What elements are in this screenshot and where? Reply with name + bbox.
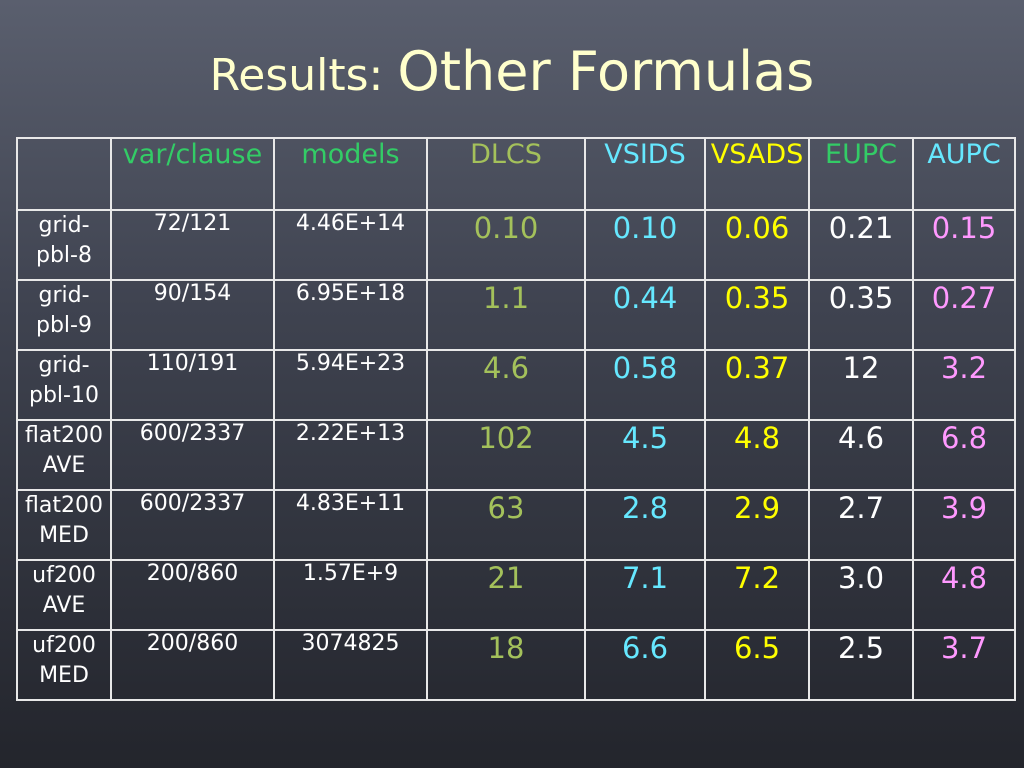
- var-clause-cell: 600/2337: [110, 489, 275, 561]
- results-table: var/clause models DLCS VSIDS VSADS EUPC …: [16, 137, 1016, 701]
- vsads-cell: 0.35: [704, 279, 810, 351]
- vsids-cell: 7.1: [584, 559, 706, 631]
- eupc-cell: 0.35: [808, 279, 914, 351]
- models-cell: 1.57E+9: [273, 559, 428, 631]
- models-cell: 4.46E+14: [273, 209, 428, 281]
- eupc-cell: 2.7: [808, 489, 914, 561]
- table-row: uf200 MED 200/860 3074825 18 6.6 6.5 2.5 3.7: [16, 629, 1016, 701]
- header-dlcs: DLCS: [426, 137, 586, 211]
- vsids-cell: 0.10: [584, 209, 706, 281]
- table-row: grid-pbl-8 72/121 4.46E+14 0.10 0.10 0.06 0.21…: [16, 209, 1016, 281]
- instance-name-line2: pbl-9: [36, 313, 92, 338]
- table-row: uf200 AVE 200/860 1.57E+9 21 7.1 7.2 3.0 4.8: [16, 559, 1016, 631]
- instance-name-cell: grid-pbl-8: [16, 209, 112, 281]
- table-row: flat200 AVE 600/2337 2.22E+13 102 4.5 4.8 4.6 6.…: [16, 419, 1016, 491]
- header-var-clause: var/clause: [110, 137, 275, 211]
- header-eupc-text: EUPC: [825, 139, 897, 170]
- vsads-cell: 0.06: [704, 209, 810, 281]
- models-cell: 6.95E+18: [273, 279, 428, 351]
- header-vsads-text: VSADS: [710, 139, 804, 170]
- aupc-cell: 3.2: [912, 349, 1016, 421]
- instance-name-line2: MED: [39, 523, 89, 548]
- header-vsids-text: VSIDS: [604, 139, 686, 170]
- instance-name-line1: grid-: [38, 213, 90, 238]
- var-clause-cell: 200/860: [110, 629, 275, 701]
- dlcs-cell: 63: [426, 489, 586, 561]
- eupc-cell: 4.6: [808, 419, 914, 491]
- header-aupc-text: AUPC: [927, 139, 1001, 170]
- table-row: grid-pbl-9 90/154 6.95E+18 1.1 0.44 0.35 0.35 0…: [16, 279, 1016, 351]
- eupc-cell: 0.21: [808, 209, 914, 281]
- instance-name-cell: grid-pbl-9: [16, 279, 112, 351]
- aupc-cell: 3.7: [912, 629, 1016, 701]
- instance-name-cell: uf200 MED: [16, 629, 112, 701]
- header-eupc: EUPC: [808, 137, 914, 211]
- header-models: models: [273, 137, 428, 211]
- vsads-cell: 7.2: [704, 559, 810, 631]
- instance-name-cell: flat200 MED: [16, 489, 112, 561]
- vsads-cell: 0.37: [704, 349, 810, 421]
- instance-name-line2: pbl-10: [29, 383, 99, 408]
- aupc-cell: 0.27: [912, 279, 1016, 351]
- header-dlcs-text: DLCS: [470, 139, 542, 170]
- aupc-cell: 3.9: [912, 489, 1016, 561]
- instance-name-line2: AVE: [42, 453, 86, 478]
- instance-name-cell: uf200 AVE: [16, 559, 112, 631]
- title-main: Other Formulas: [397, 40, 815, 103]
- vsids-cell: 4.5: [584, 419, 706, 491]
- header-row: var/clause models DLCS VSIDS VSADS EUPC …: [16, 137, 1016, 211]
- eupc-cell: 12: [808, 349, 914, 421]
- eupc-cell: 2.5: [808, 629, 914, 701]
- instance-name-cell: flat200 AVE: [16, 419, 112, 491]
- models-cell: 3074825: [273, 629, 428, 701]
- dlcs-cell: 102: [426, 419, 586, 491]
- models-cell: 2.22E+13: [273, 419, 428, 491]
- header-empty: [16, 137, 112, 211]
- vsids-cell: 0.44: [584, 279, 706, 351]
- var-clause-cell: 110/191: [110, 349, 275, 421]
- instance-name-line1: uf200: [32, 633, 96, 658]
- table-row: grid-pbl-10 110/191 5.94E+23 4.6 0.58 0.37 12 3…: [16, 349, 1016, 421]
- vsads-cell: 4.8: [704, 419, 810, 491]
- vsads-cell: 2.9: [704, 489, 810, 561]
- dlcs-cell: 0.10: [426, 209, 586, 281]
- instance-name-line1: flat200: [25, 493, 103, 518]
- models-cell: 4.83E+11: [273, 489, 428, 561]
- eupc-cell: 3.0: [808, 559, 914, 631]
- slide-title: Results: Other Formulas: [0, 40, 1024, 103]
- instance-name-line1: grid-: [38, 283, 90, 308]
- aupc-cell: 0.15: [912, 209, 1016, 281]
- dlcs-cell: 21: [426, 559, 586, 631]
- dlcs-cell: 4.6: [426, 349, 586, 421]
- models-cell: 5.94E+23: [273, 349, 428, 421]
- header-models-text: models: [301, 139, 400, 170]
- instance-name-cell: grid-pbl-10: [16, 349, 112, 421]
- title-prefix: Results:: [209, 50, 398, 101]
- header-aupc: AUPC: [912, 137, 1016, 211]
- var-clause-cell: 200/860: [110, 559, 275, 631]
- table-row: flat200 MED 600/2337 4.83E+11 63 2.8 2.9 2.7 3.9: [16, 489, 1016, 561]
- vsads-cell: 6.5: [704, 629, 810, 701]
- instance-name-line1: flat200: [25, 423, 103, 448]
- instance-name-line1: uf200: [32, 563, 96, 588]
- aupc-cell: 6.8: [912, 419, 1016, 491]
- instance-name-line2: pbl-8: [36, 243, 92, 268]
- var-clause-cell: 72/121: [110, 209, 275, 281]
- instance-name-line2: MED: [39, 663, 89, 688]
- vsids-cell: 6.6: [584, 629, 706, 701]
- instance-name-line2: AVE: [42, 593, 86, 618]
- header-var-clause-text: var/clause: [122, 139, 263, 170]
- dlcs-cell: 1.1: [426, 279, 586, 351]
- var-clause-cell: 90/154: [110, 279, 275, 351]
- vsids-cell: 2.8: [584, 489, 706, 561]
- dlcs-cell: 18: [426, 629, 586, 701]
- var-clause-cell: 600/2337: [110, 419, 275, 491]
- header-vsids: VSIDS: [584, 137, 706, 211]
- instance-name-line1: grid-: [38, 353, 90, 378]
- vsids-cell: 0.58: [584, 349, 706, 421]
- aupc-cell: 4.8: [912, 559, 1016, 631]
- header-vsads: VSADS: [704, 137, 810, 211]
